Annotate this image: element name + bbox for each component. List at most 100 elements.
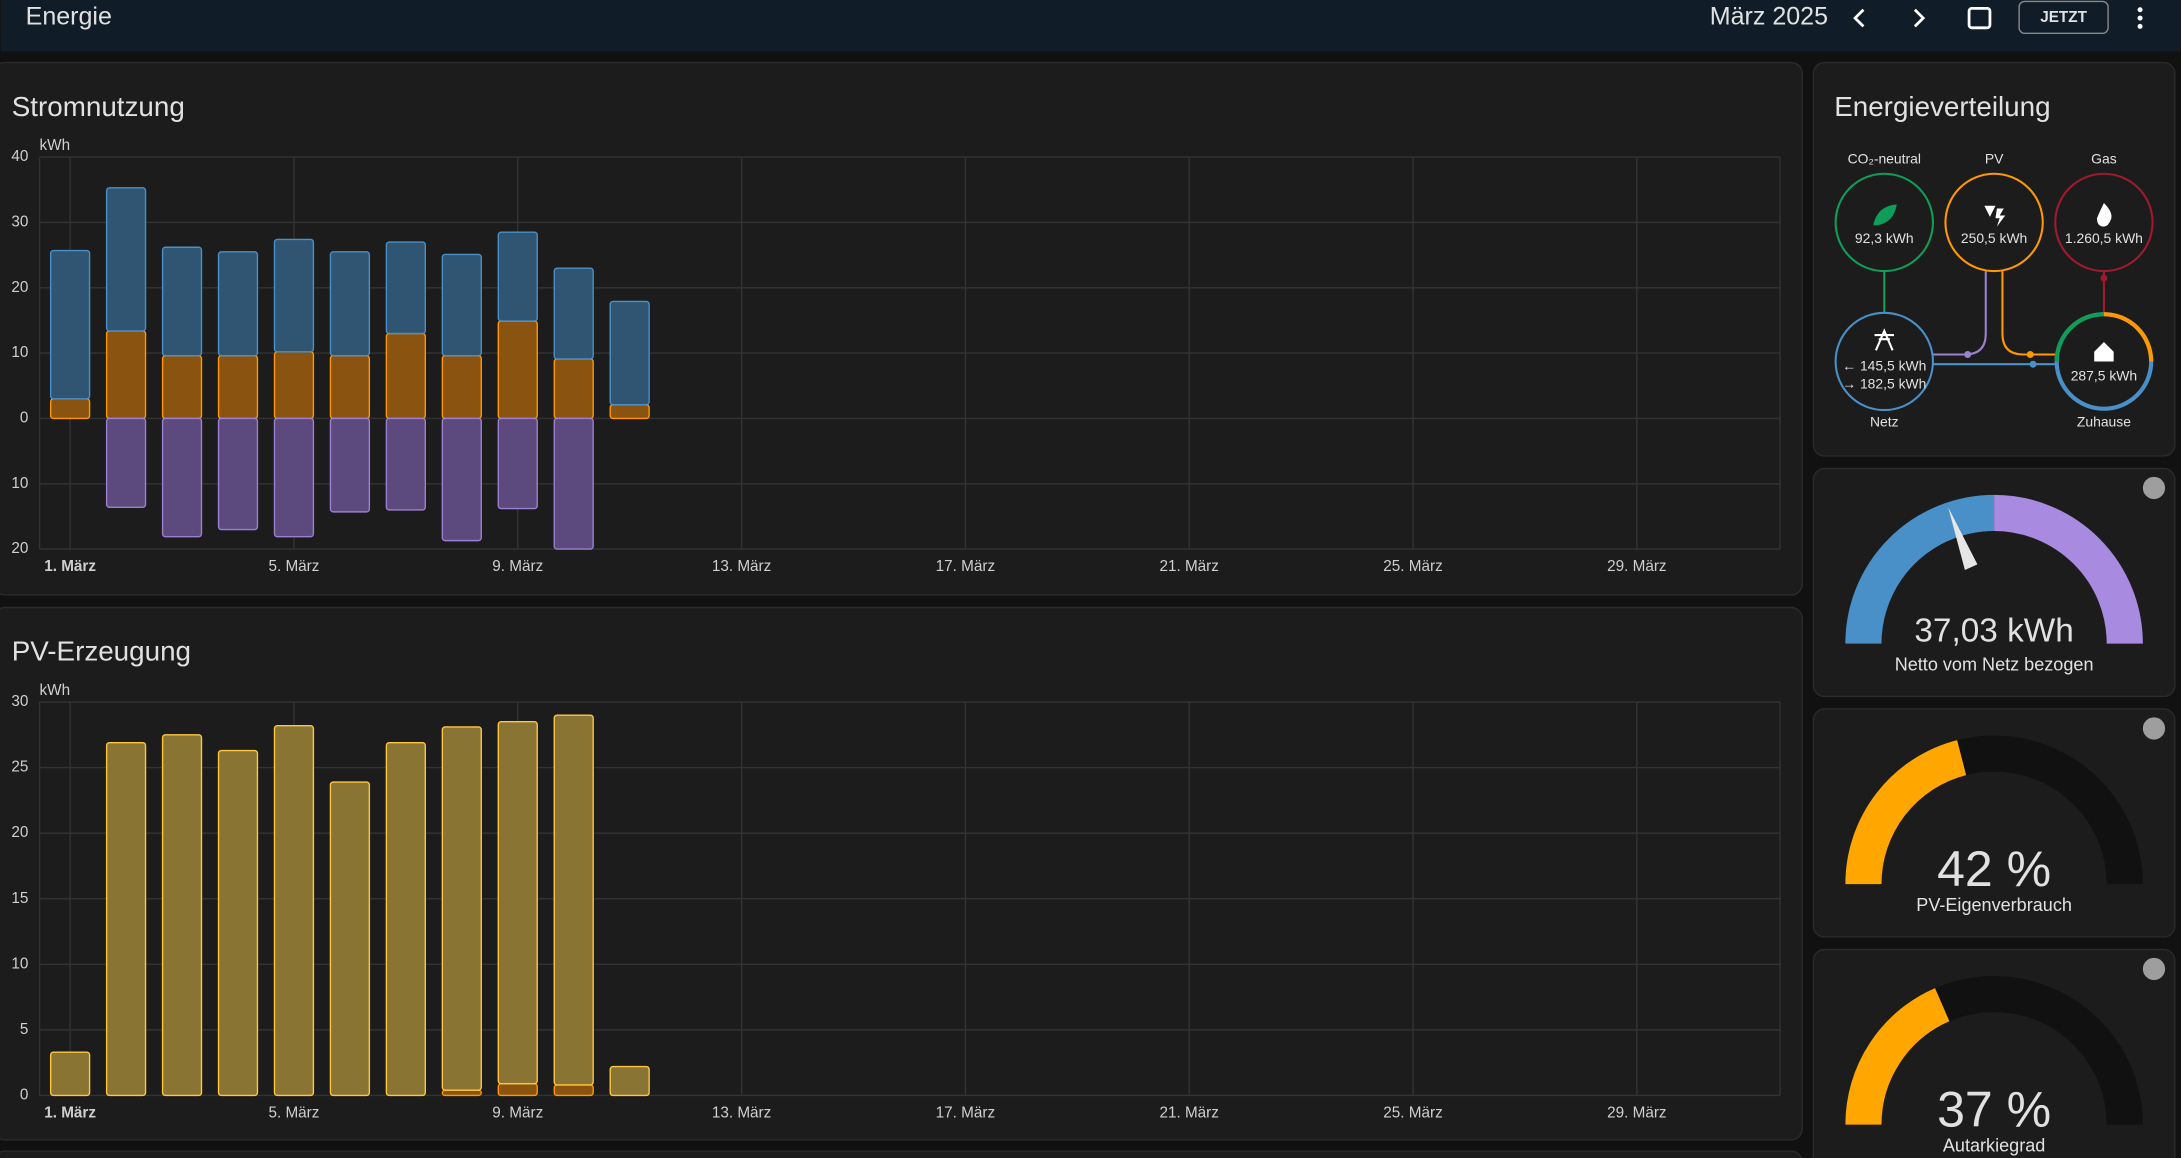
y-tick-label: 15 bbox=[11, 890, 28, 907]
bar bbox=[273, 724, 315, 1097]
bar bbox=[217, 355, 259, 420]
gauge-value bbox=[1845, 988, 1950, 1126]
bar bbox=[497, 417, 538, 510]
bar bbox=[553, 714, 594, 1086]
bar bbox=[553, 267, 594, 360]
node-label: Zuhause bbox=[2077, 413, 2131, 429]
bar bbox=[217, 749, 259, 1097]
axis-unit: kWh bbox=[40, 682, 71, 699]
bar bbox=[385, 741, 427, 1097]
today-button[interactable] bbox=[2018, 0, 2109, 35]
bar bbox=[105, 330, 147, 420]
info-icon bbox=[2142, 476, 2166, 500]
bar bbox=[497, 320, 538, 420]
bar bbox=[49, 1051, 91, 1097]
x-tick-label: 29. März bbox=[1607, 1105, 1666, 1122]
bar bbox=[273, 351, 315, 420]
bar bbox=[385, 417, 427, 511]
x-tick-label: 17. März bbox=[936, 1105, 995, 1122]
y-tick-label: 25 bbox=[11, 759, 28, 776]
card-title: Energieverteilung bbox=[1834, 91, 2050, 122]
x-tick-label: 25. März bbox=[1383, 558, 1442, 575]
bar bbox=[105, 187, 147, 332]
bar bbox=[329, 251, 371, 357]
y-tick-label: 20 bbox=[11, 279, 28, 296]
bar bbox=[497, 231, 538, 322]
axis-unit: kWh bbox=[40, 137, 71, 154]
bar bbox=[609, 404, 650, 420]
node-value: 1.260,5 kWh bbox=[2065, 230, 2143, 246]
leaf-icon bbox=[1873, 204, 1897, 226]
node-ring bbox=[2054, 312, 2104, 362]
x-tick-label: 1. März bbox=[44, 1105, 96, 1122]
y-tick-label: 10 bbox=[11, 344, 28, 361]
page-title: Energie bbox=[26, 3, 112, 31]
bar bbox=[329, 355, 371, 420]
gauge-label: Autarkiegrad bbox=[1943, 1136, 2045, 1156]
flow-lines bbox=[1883, 271, 2108, 368]
x-tick-label: 17. März bbox=[936, 558, 995, 575]
solar-icon bbox=[1984, 205, 2006, 227]
bar bbox=[49, 398, 91, 420]
node-import: ← 145,5 kWh bbox=[1842, 358, 1926, 374]
node-circle bbox=[1834, 311, 1934, 412]
bar bbox=[441, 1089, 482, 1097]
x-tick-label: 13. März bbox=[712, 1105, 771, 1122]
gauge-arc bbox=[1993, 494, 2143, 645]
today-label: JETZT bbox=[2040, 9, 2087, 26]
y-tick-label: 40 bbox=[11, 148, 28, 165]
y-tick-label: 30 bbox=[11, 213, 28, 230]
x-tick-label: 21. März bbox=[1159, 558, 1218, 575]
bar bbox=[441, 355, 482, 420]
bar bbox=[49, 249, 91, 400]
bar bbox=[553, 1084, 594, 1097]
y-tick-label: 30 bbox=[11, 693, 28, 710]
bar bbox=[385, 332, 427, 420]
bar bbox=[105, 741, 147, 1097]
card bbox=[0, 606, 1803, 1141]
menu-button[interactable] bbox=[2137, 7, 2143, 29]
bar bbox=[161, 417, 203, 538]
bar bbox=[273, 238, 315, 353]
bar bbox=[217, 251, 259, 357]
grid-icon bbox=[1874, 328, 1895, 351]
bar bbox=[441, 253, 482, 357]
x-tick-label: 1. März bbox=[44, 558, 96, 575]
x-tick-label: 13. März bbox=[712, 558, 771, 575]
card bbox=[1812, 948, 2176, 1158]
bar bbox=[329, 417, 371, 513]
node-ring bbox=[2103, 312, 2154, 362]
node-label: PV bbox=[1985, 151, 2004, 167]
bar bbox=[609, 300, 650, 406]
top-bar bbox=[0, 0, 2181, 52]
node-label: CO₂-neutral bbox=[1848, 151, 1921, 167]
fire-icon bbox=[2096, 202, 2112, 227]
gauge-label: PV-Eigenverbrauch bbox=[1916, 895, 2072, 915]
period[interactable]: März 2025 bbox=[1710, 3, 1828, 31]
bar bbox=[385, 241, 427, 335]
bar bbox=[553, 417, 594, 550]
x-tick-label: 5. März bbox=[268, 558, 319, 575]
card-title: PV-Erzeugung bbox=[12, 636, 191, 667]
node-value: 250,5 kWh bbox=[1961, 230, 2027, 246]
gauge-label: Netto vom Netz bezogen bbox=[1895, 655, 2094, 675]
bar bbox=[329, 781, 371, 1097]
node-export: → 182,5 kWh bbox=[1842, 376, 1926, 392]
x-tick-label: 21. März bbox=[1159, 1105, 1218, 1122]
bar bbox=[497, 1082, 538, 1097]
info-icon bbox=[2142, 717, 2166, 740]
next-button[interactable] bbox=[1913, 8, 1926, 28]
x-tick-label: 25. März bbox=[1383, 1105, 1442, 1122]
y-tick-label: 10 bbox=[11, 955, 28, 972]
bar bbox=[273, 417, 315, 538]
x-tick-label: 9. März bbox=[492, 558, 543, 575]
node-circle bbox=[1944, 172, 2044, 273]
calendar-button[interactable] bbox=[1967, 6, 1992, 30]
x-tick-label: 5. März bbox=[268, 1105, 319, 1122]
gauge-value bbox=[1845, 740, 1967, 885]
y-tick-label: 5 bbox=[20, 1021, 29, 1038]
bar bbox=[553, 358, 594, 420]
bar bbox=[161, 355, 203, 420]
y-tick-label: 20 bbox=[11, 824, 28, 841]
prev-button[interactable] bbox=[1853, 8, 1865, 28]
